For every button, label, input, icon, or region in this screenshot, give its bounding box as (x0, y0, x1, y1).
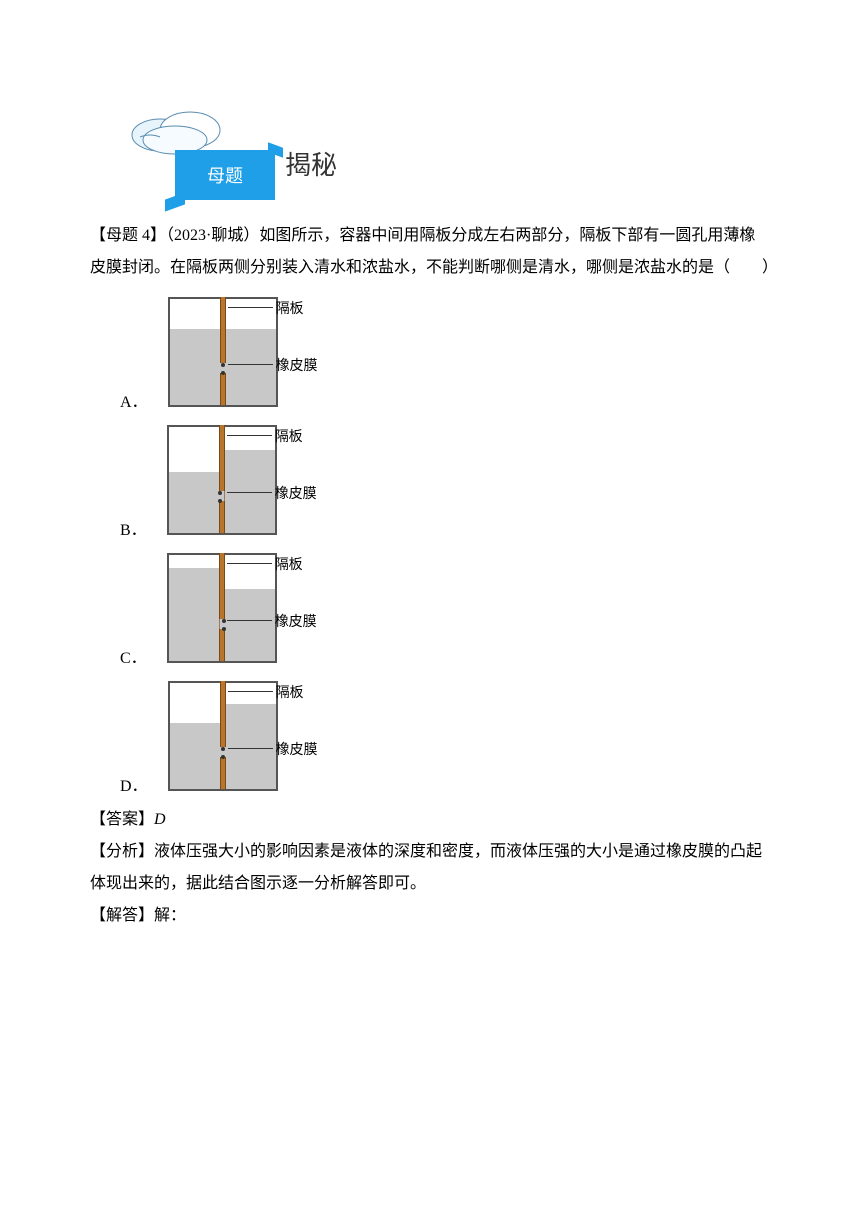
membrane-dot (222, 619, 226, 623)
container (168, 681, 278, 791)
question-prefix: 【母题 4】 (90, 227, 166, 244)
partition (220, 297, 226, 405)
water-right (222, 589, 275, 661)
label-line (228, 748, 273, 749)
membrane-dot (222, 627, 226, 631)
option-a-label: A． (90, 388, 148, 412)
option-b: B． 隔板 橡皮膜 (90, 420, 770, 540)
water-right (223, 704, 276, 789)
water-right (223, 329, 276, 405)
diagram-a: 隔板 橡皮膜 (158, 292, 318, 412)
membrane-dot (218, 499, 222, 503)
partition (219, 553, 225, 661)
diagram-c: 隔板 橡皮膜 (157, 548, 317, 668)
option-c: C． 隔板 橡皮膜 (90, 548, 770, 668)
analysis-line: 【分析】液体压强大小的影响因素是液体的深度和密度，而液体压强的大小是通过橡皮膜的… (90, 836, 770, 900)
answer-value: D (154, 811, 166, 828)
option-d-label: D． (90, 772, 148, 796)
question-source: （2023·聊城） (166, 227, 259, 244)
page: 母题 揭秘 【母题 4】（2023·聊城）如图所示，容器中间用隔板分成左右两部分… (0, 0, 860, 972)
membrane-dot (221, 747, 225, 751)
option-a: A． 隔板 橡皮膜 (90, 292, 770, 412)
diagram-d: 隔板 橡皮膜 (158, 676, 318, 796)
ribbon-text: 母题 (207, 162, 243, 188)
answer-prefix: 【答案】 (90, 811, 154, 828)
header-banner: 母题 揭秘 (90, 100, 770, 210)
partition-label: 隔板 (275, 426, 303, 446)
container (167, 425, 277, 535)
ribbon-label: 母题 (175, 150, 275, 200)
partition-label: 隔板 (276, 298, 304, 318)
label-line (228, 691, 273, 692)
question-text: 【母题 4】（2023·聊城）如图所示，容器中间用隔板分成左右两部分，隔板下部有… (90, 220, 770, 284)
option-d: D． 隔板 橡皮膜 (90, 676, 770, 796)
label-line (228, 364, 273, 365)
container (168, 297, 278, 407)
analysis-prefix: 【分析】 (90, 843, 154, 860)
diagram-b: 隔板 橡皮膜 (157, 420, 317, 540)
membrane-label: 橡皮膜 (276, 355, 318, 375)
water-left (170, 723, 223, 789)
water-left (169, 568, 222, 661)
water-left (170, 329, 223, 405)
label-line (228, 307, 273, 308)
option-c-label: C． (90, 644, 147, 668)
membrane-label: 橡皮膜 (275, 483, 317, 503)
partition (220, 681, 226, 789)
membrane-dot (221, 371, 225, 375)
membrane-label: 橡皮膜 (275, 611, 317, 631)
partition (219, 425, 225, 533)
solve-line: 【解答】解： (90, 900, 770, 932)
reveal-text: 揭秘 (285, 145, 337, 182)
partition-label: 隔板 (275, 554, 303, 574)
label-line (227, 435, 272, 436)
option-b-label: B． (90, 516, 147, 540)
membrane-dot (221, 755, 225, 759)
container (167, 553, 277, 663)
water-left (169, 472, 222, 533)
label-line (227, 563, 272, 564)
solve-prefix: 【解答】 (90, 907, 154, 924)
answer-line: 【答案】D (90, 804, 770, 836)
membrane-dot (221, 363, 225, 367)
analysis-body: 液体压强大小的影响因素是液体的深度和密度，而液体压强的大小是通过橡皮膜的凸起体现… (90, 843, 762, 892)
solve-body: 解： (154, 907, 186, 924)
label-line (227, 492, 272, 493)
label-line (227, 620, 272, 621)
partition-label: 隔板 (276, 682, 304, 702)
membrane-dot (218, 491, 222, 495)
membrane-label: 橡皮膜 (276, 739, 318, 759)
